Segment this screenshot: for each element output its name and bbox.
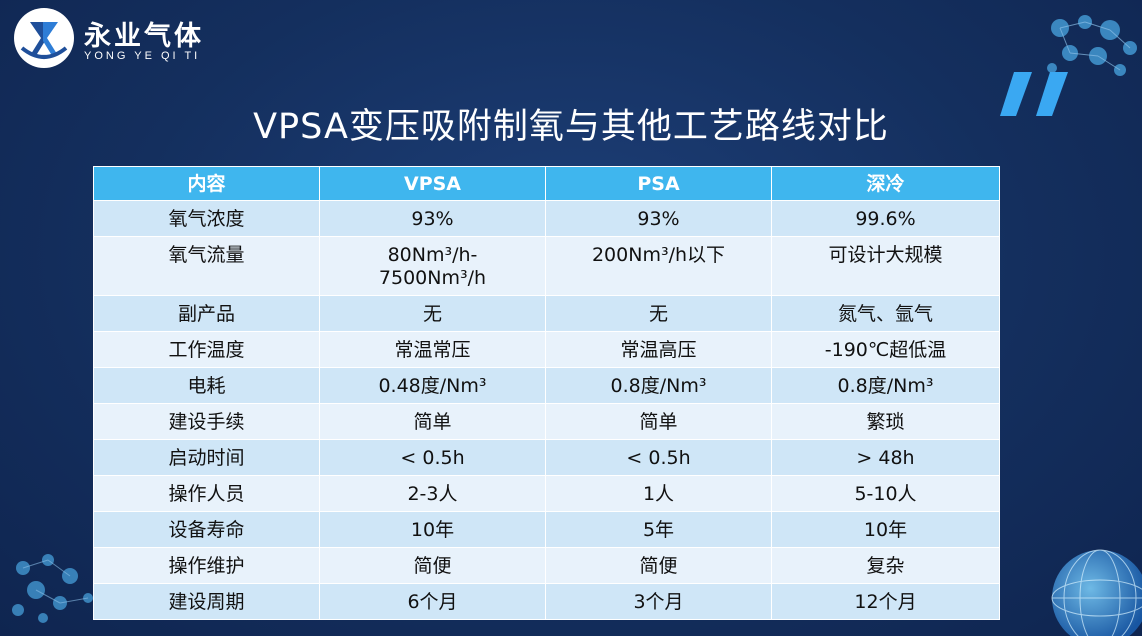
table-cell: 93% xyxy=(545,200,772,237)
row-label: 操作维护 xyxy=(93,547,320,584)
table-cell: 0.48度/Nm³ xyxy=(319,367,546,404)
brand-name-en: YONG YE QI TI xyxy=(84,50,201,62)
table-row: 工作温度 常温常压 常温高压 -190℃超低温 xyxy=(93,331,1000,368)
column-header-cryogenic: 深冷 xyxy=(771,166,1000,201)
table-cell: 复杂 xyxy=(771,547,1000,584)
table-cell: 5-10人 xyxy=(771,475,1000,512)
page-title: VPSA变压吸附制氧与其他工艺路线对比 xyxy=(253,107,889,147)
table-cell: 0.8度/Nm³ xyxy=(771,367,1000,404)
table-cell: 2-3人 xyxy=(319,475,546,512)
table-row: 操作人员 2-3人 1人 5-10人 xyxy=(93,475,1000,512)
globe-icon xyxy=(1051,549,1142,636)
row-label: 建设手续 xyxy=(93,403,320,440)
logo-emblem-icon xyxy=(14,8,74,68)
row-label: 设备寿命 xyxy=(93,511,320,548)
table-cell: 常温常压 xyxy=(319,331,546,368)
brand-name-cn: 永业气体 xyxy=(84,21,204,52)
table-row: 副产品无无氮气、氩气 xyxy=(93,295,1000,332)
column-header-content: 内容 xyxy=(93,166,320,201)
table-cell: 可设计大规模 xyxy=(771,236,1000,296)
table-cell: < 0.5h xyxy=(319,439,546,476)
table-row: 操作维护 简便 简便 复杂 xyxy=(93,547,1000,584)
table-cell: 简单 xyxy=(319,403,546,440)
table-row: 电耗 0.48度/Nm³ 0.8度/Nm³ 0.8度/Nm³ xyxy=(93,367,1000,404)
table-cell: 80Nm³/h- 7500Nm³/h xyxy=(319,236,546,296)
table-cell: 10年 xyxy=(771,511,1000,548)
table-row: 启动时间 < 0.5h < 0.5h > 48h xyxy=(93,439,1000,476)
table-cell: 10年 xyxy=(319,511,546,548)
table-header-row: 内容 VPSA PSA 深冷 xyxy=(93,166,1000,201)
table-cell: 无 xyxy=(319,295,546,332)
table-cell: 12个月 xyxy=(771,583,1000,620)
row-label: 启动时间 xyxy=(93,439,320,476)
table-cell: 3个月 xyxy=(545,583,772,620)
table-cell: 1人 xyxy=(545,475,772,512)
table-cell: 简便 xyxy=(545,547,772,584)
table-cell: 200Nm³/h以下 xyxy=(545,236,772,296)
comparison-table: 内容 VPSA PSA 深冷 氧气浓度 93% 93% 99.6% 氧气流量 80Nm³/… xyxy=(93,166,1000,620)
table-cell: -190℃超低温 xyxy=(771,331,1000,368)
table-cell: 5年 xyxy=(545,511,772,548)
table-cell: < 0.5h xyxy=(545,439,772,476)
row-label: 氧气流量 xyxy=(93,236,320,296)
table-cell: 简便 xyxy=(319,547,546,584)
row-label: 氧气浓度 xyxy=(93,200,320,237)
quote-mark-icon xyxy=(1000,72,1068,116)
column-header-psa: PSA xyxy=(545,166,772,201)
table-cell: 繁琐 xyxy=(771,403,1000,440)
company-logo: 永业气体 YONG YE QI TI xyxy=(12,6,242,70)
table-row: 建设周期 6个月 3个月 12个月 xyxy=(93,583,1000,620)
table-row: 设备寿命 10年 5年 10年 xyxy=(93,511,1000,548)
table-cell: 0.8度/Nm³ xyxy=(545,367,772,404)
row-label: 电耗 xyxy=(93,367,320,404)
decorative-icons-top-right xyxy=(1047,15,1137,76)
table-cell: 氮气、氩气 xyxy=(771,295,1000,332)
row-label: 工作温度 xyxy=(93,331,320,368)
row-label: 操作人员 xyxy=(93,475,320,512)
table-row: 氧气浓度 93% 93% 99.6% xyxy=(93,200,1000,237)
column-header-vpsa: VPSA xyxy=(319,166,546,201)
table-cell: 99.6% xyxy=(771,200,1000,237)
row-label: 建设周期 xyxy=(93,583,320,620)
table-cell: 无 xyxy=(545,295,772,332)
table-cell: 93% xyxy=(319,200,546,237)
decorative-icons-bottom-left xyxy=(12,554,93,623)
table-cell: 常温高压 xyxy=(545,331,772,368)
table-cell: 6个月 xyxy=(319,583,546,620)
table-cell: 简单 xyxy=(545,403,772,440)
table-row: 建设手续 简单 简单 繁琐 xyxy=(93,403,1000,440)
table-row: 氧气流量 80Nm³/h- 7500Nm³/h 200Nm³/h以下 可设计大规模 xyxy=(93,236,1000,296)
table-cell: > 48h xyxy=(771,439,1000,476)
row-label: 副产品 xyxy=(93,295,320,332)
